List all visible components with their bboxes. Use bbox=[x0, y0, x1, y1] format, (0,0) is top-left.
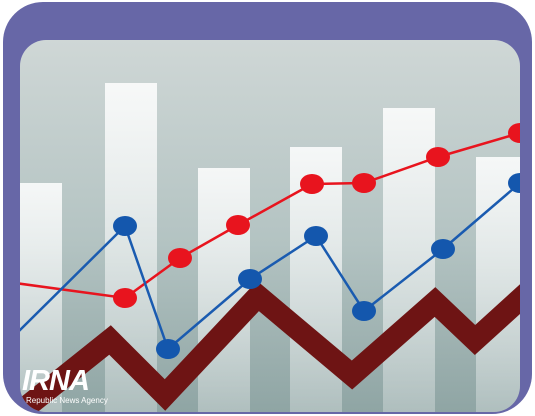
red-dots bbox=[113, 123, 520, 308]
dot bbox=[226, 215, 250, 235]
dot bbox=[238, 269, 262, 289]
dot bbox=[426, 147, 450, 167]
dot bbox=[431, 239, 455, 259]
dot bbox=[304, 226, 328, 246]
dot bbox=[168, 248, 192, 268]
dot bbox=[508, 173, 520, 193]
dot bbox=[352, 301, 376, 321]
dot bbox=[156, 339, 180, 359]
red-line bbox=[20, 131, 520, 300]
dot bbox=[352, 173, 376, 193]
dot bbox=[300, 174, 324, 194]
chart-art: IRNA Republic News Agency bbox=[20, 40, 520, 412]
bar bbox=[198, 168, 250, 412]
watermark-tagline: Republic News Agency bbox=[26, 396, 108, 405]
blue-line bbox=[20, 182, 520, 352]
blue-dots bbox=[113, 173, 520, 359]
watermark-logo: IRNA bbox=[22, 365, 89, 397]
zigzag-line bbox=[20, 280, 520, 412]
dot bbox=[113, 288, 137, 308]
bar bbox=[476, 157, 520, 412]
dot bbox=[508, 123, 520, 143]
dot bbox=[113, 216, 137, 236]
